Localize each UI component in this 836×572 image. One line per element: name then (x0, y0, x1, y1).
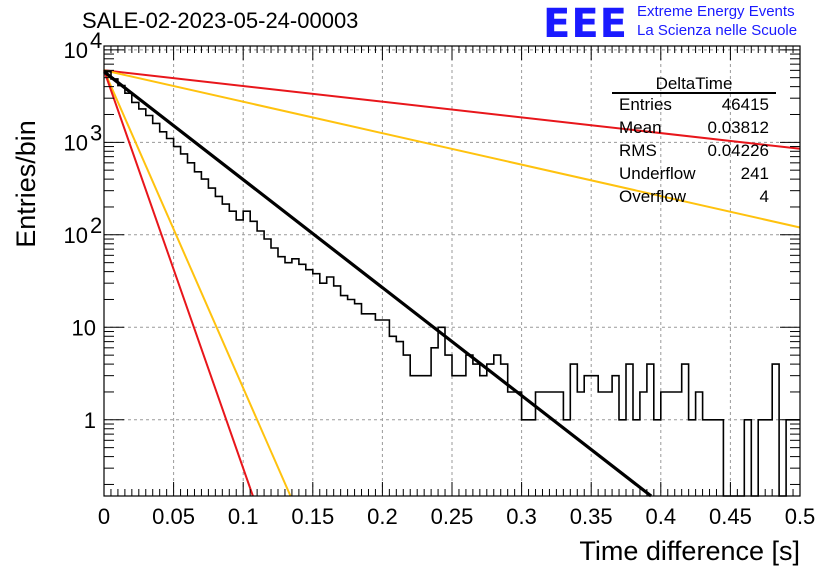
x-tick-label: 0.35 (570, 504, 613, 529)
x-tick-label: 0.5 (785, 504, 816, 529)
stats-value: 241 (741, 164, 769, 183)
x-tick-label: 0.3 (506, 504, 537, 529)
reference-line (103, 69, 254, 497)
x-tick-label: 0.4 (646, 504, 677, 529)
y-tick-exponent: 2 (90, 213, 102, 238)
stats-value: 46415 (722, 95, 769, 114)
page-title: SALE-02-2023-05-24-00003 (82, 8, 359, 33)
x-tick-label: 0.25 (431, 504, 474, 529)
reference-line (103, 69, 292, 497)
stats-title: DeltaTime (656, 74, 733, 93)
stats-value: 0.03812 (708, 118, 769, 137)
stats-label: Overflow (619, 187, 687, 206)
y-tick-label: 10 (72, 315, 96, 340)
reference-line (103, 69, 801, 150)
x-tick-label: 0 (98, 504, 110, 529)
reference-lines (103, 69, 801, 497)
x-axis-title: Time difference [s] (579, 536, 800, 566)
fit-line-layer (103, 70, 653, 498)
stats-label: Mean (619, 118, 662, 137)
reference-line (103, 69, 801, 229)
stats-value: 4 (760, 187, 769, 206)
stats-label: Entries (619, 95, 672, 114)
x-tick-label: 0.2 (367, 504, 398, 529)
x-tick-labels: 0 0.05 0.1 0.15 0.2 0.25 0.3 0.35 0.4 0.45 0.5 (98, 504, 815, 529)
y-tick-exponent: 3 (90, 120, 102, 145)
org-name-line: Extreme Energy Events (637, 3, 795, 20)
eee-logo: EEE (543, 1, 628, 47)
axis-ticks (103, 46, 801, 496)
stats-rows: Entries 46415 Mean 0.03812 RMS 0.04226 Underfl… (619, 95, 769, 206)
stats-label: Underflow (619, 164, 696, 183)
stats-box: DeltaTime Entries 46415 Mean 0.03812 RMS 0.04… (612, 74, 776, 206)
fit-line (103, 70, 653, 498)
y-tick-label: 1 (84, 408, 96, 433)
x-tick-label: 0.05 (152, 504, 195, 529)
grid-lines (104, 46, 800, 496)
x-tick-label: 0.45 (709, 504, 752, 529)
x-tick-label: 0.1 (228, 504, 259, 529)
y-tick-label: 10 (64, 130, 88, 155)
y-tick-label: 10 (64, 223, 88, 248)
histogram-outline (104, 70, 800, 497)
y-axis-title: Entries/bin (11, 120, 41, 248)
stats-label: RMS (619, 141, 657, 160)
histogram-layer (104, 70, 800, 497)
org-subtitle-line: La Scienza nelle Scuole (637, 22, 798, 39)
x-tick-label: 0.15 (291, 504, 334, 529)
stats-value: 0.04226 (708, 141, 769, 160)
y-tick-label: 10 (64, 38, 88, 63)
y-tick-exponent: 4 (90, 28, 102, 53)
